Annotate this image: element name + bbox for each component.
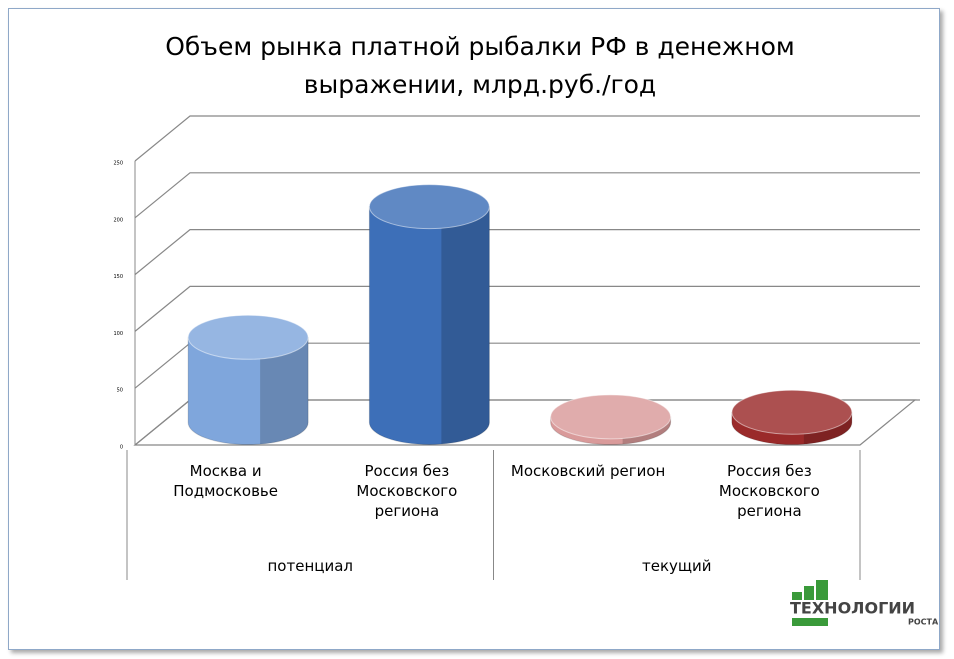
logo: ТЕХНОЛОГИИ РОСТА <box>790 578 940 628</box>
logo-text: ТЕХНОЛОГИИ <box>790 599 915 618</box>
x-tick-label: Россия без Московского региона <box>356 462 458 520</box>
y-tick-label: 100 <box>113 331 123 337</box>
y-tick-label: 200 <box>113 217 123 223</box>
y-tick-label: 0 <box>120 445 123 451</box>
x-tick-label: Россия без Московского региона <box>718 462 820 520</box>
group-label: текущий <box>641 557 712 575</box>
bar-shade <box>260 337 309 445</box>
x-tick-label: Москва и Подмосковье <box>173 462 278 500</box>
bar <box>368 206 490 445</box>
chart-title: Объем рынка платной рыбалки РФ в денежно… <box>165 32 795 99</box>
bar-top-shine <box>550 394 671 439</box>
grid-line <box>134 285 920 332</box>
group-label: потенциал <box>267 557 354 575</box>
bar <box>187 336 309 445</box>
bar-top <box>550 394 672 440</box>
y-tick-label: 250 <box>113 161 123 167</box>
bar-top <box>368 184 490 230</box>
logo-icon: ТЕХНОЛОГИИ РОСТА <box>790 580 939 627</box>
bar-top <box>731 389 853 435</box>
bar-top-shine <box>188 315 309 360</box>
grid-line <box>134 229 920 276</box>
logo-sub: РОСТА <box>908 618 939 627</box>
grid-line <box>134 172 920 219</box>
bar-shade <box>441 206 490 445</box>
y-tick-label: 50 <box>117 388 123 394</box>
y-tick-label: 150 <box>113 274 123 280</box>
grid-line <box>134 115 920 162</box>
bar-top-shine <box>731 390 852 435</box>
bar-top <box>187 314 309 360</box>
x-tick-label: Московский регион <box>510 462 666 480</box>
bar-top-shine <box>369 184 490 229</box>
